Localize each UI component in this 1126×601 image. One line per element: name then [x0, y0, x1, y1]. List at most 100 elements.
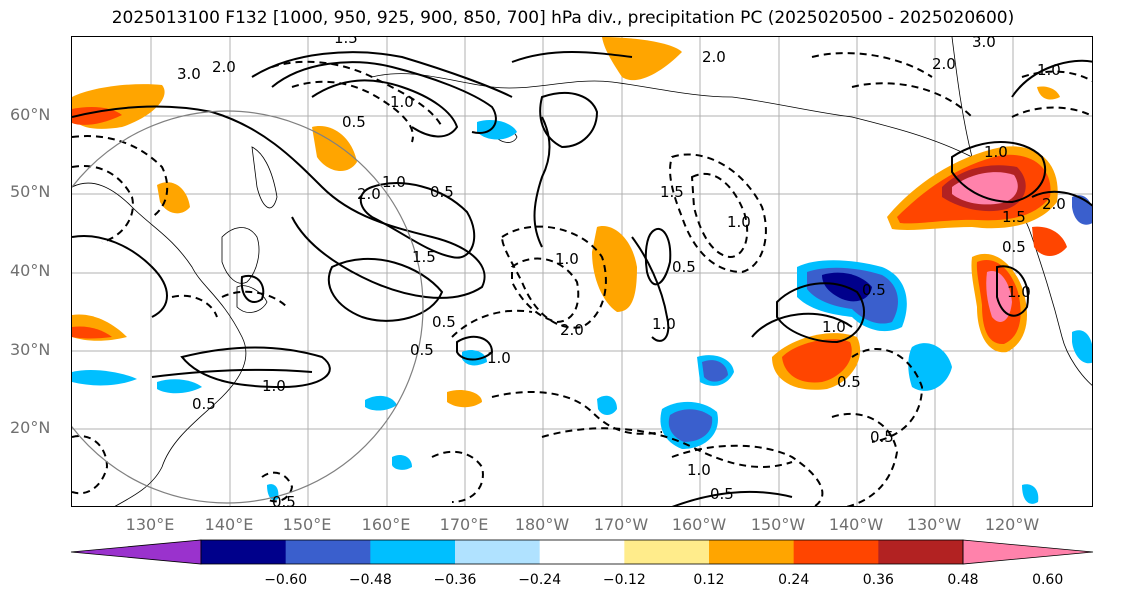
lat-label: 50°N: [10, 182, 51, 201]
precip-patch-negative: [1022, 484, 1039, 504]
lat-label: 20°N: [10, 418, 51, 437]
colorbar-tick-label: −0.60: [264, 572, 308, 588]
contour-label: 1.0: [984, 143, 1008, 161]
lon-label: 140°E: [204, 515, 254, 534]
precip-patch-negative: [597, 395, 617, 415]
colorbar-cell: [793, 540, 879, 564]
contour-label: 2.0: [702, 48, 726, 66]
colorbar-cell: [539, 540, 625, 564]
precip-patch-positive: [986, 271, 1012, 322]
precip-patch-positive: [312, 126, 357, 172]
lat-label: 30°N: [10, 340, 51, 359]
contour-label: 0.5: [432, 313, 456, 331]
lon-label: 130°W: [906, 515, 962, 534]
precip-patch-positive: [72, 107, 122, 125]
precip-patch-negative: [668, 409, 713, 442]
plot-title: 2025013100 F132 [1000, 950, 925, 900, 85…: [111, 8, 1015, 28]
colorbar-tick-label: 0.48: [947, 572, 979, 588]
lat-label: 60°N: [10, 105, 51, 124]
precip-patch-positive: [782, 339, 852, 383]
precip-patch-positive: [1032, 226, 1067, 256]
precip-patch-negative: [157, 379, 202, 394]
lon-label: 170°E: [439, 515, 489, 534]
contour-label: 1.0: [390, 93, 414, 111]
colorbar-tick-label: −0.24: [518, 572, 562, 588]
precip-shading: [72, 37, 1092, 504]
contour-label: 0.5: [837, 373, 861, 391]
map-canvas: 3.0 2.0 1.5 1.0 0.5 1.0 2.0 0.5 1.5 1.0 …: [72, 37, 1092, 506]
divergence-contours-negative: [72, 52, 1092, 506]
contour-label: 0.5: [862, 281, 886, 299]
contour-label: 1.0: [727, 213, 751, 231]
colorbar-cell: [285, 540, 371, 564]
contour-label-group: 3.0 2.0 1.5 1.0 0.5 1.0 2.0 0.5 1.5 1.0 …: [177, 37, 1066, 506]
precip-patch-positive: [602, 37, 682, 81]
lon-label: 160°W: [671, 515, 727, 534]
colorbar-cell: [878, 540, 964, 564]
precip-patch-negative: [72, 369, 137, 386]
contour-label: 2.0: [560, 321, 584, 339]
precip-patch-positive: [1037, 86, 1060, 100]
colorbar-tick-label: −0.36: [433, 572, 477, 588]
contour-label: 1.0: [382, 173, 406, 191]
contour-label: 1.5: [412, 248, 436, 266]
projection-circle: [72, 110, 424, 504]
colorbar: [70, 539, 1094, 565]
contour-label: 0.5: [1002, 238, 1026, 256]
contour-label: 2.0: [1042, 195, 1066, 213]
precip-patch-negative: [462, 350, 487, 366]
precip-patch-negative: [908, 343, 952, 391]
contour-label: 1.0: [555, 250, 579, 268]
contour-label: 0.5: [430, 183, 454, 201]
colorbar-tick-label: 0.12: [693, 572, 725, 588]
precip-patch-positive: [72, 326, 112, 339]
map-panel: 3.0 2.0 1.5 1.0 0.5 1.0 2.0 0.5 1.5 1.0 …: [71, 36, 1093, 507]
colorbar-tick-label: −0.48: [348, 572, 392, 588]
contour-label: 3.0: [177, 65, 201, 83]
lon-label: 180°W: [514, 515, 570, 534]
contour-label: 0.5: [710, 485, 734, 503]
contour-label: 2.0: [212, 58, 236, 76]
contour-label: 1.0: [487, 349, 511, 367]
lat-label: 40°N: [10, 261, 51, 280]
contour-label: 1.0: [1037, 61, 1061, 79]
contour-label: 1.0: [822, 318, 846, 336]
precip-patch-positive: [157, 182, 190, 214]
coastlines: [72, 37, 1092, 506]
contour-label: 2.0: [932, 55, 956, 73]
contour-label: 2.0: [357, 185, 381, 203]
colorbar-tick-label: 0.36: [862, 572, 894, 588]
graticule: [72, 37, 1092, 506]
precip-patch-positive: [952, 172, 1018, 205]
contour-label: 1.0: [1007, 283, 1031, 301]
colorbar-cell: [709, 540, 795, 564]
contour-label: 1.5: [1002, 208, 1026, 226]
lon-label: 150°W: [750, 515, 806, 534]
contour-label: 1.0: [687, 461, 711, 479]
contour-label: 1.0: [262, 377, 286, 395]
precip-patch-positive: [447, 390, 482, 408]
contour-label: 0.5: [672, 258, 696, 276]
contour-label: 1.5: [334, 37, 358, 47]
colorbar-cell: [455, 540, 541, 564]
colorbar-tick-label: 0.24: [778, 572, 810, 588]
colorbar-tick-label: 0.60: [1032, 572, 1064, 588]
precip-patch-negative: [365, 395, 397, 411]
precip-patch-negative: [477, 120, 517, 140]
contour-label: 1.5: [660, 183, 684, 201]
precip-patch-negative: [1072, 330, 1092, 364]
lon-label: 150°E: [282, 515, 332, 534]
contour-label: 0.5: [342, 113, 366, 131]
precip-patch-negative: [392, 455, 412, 470]
precip-patch-negative: [702, 360, 728, 382]
colorbar-cell: [201, 540, 287, 564]
lon-label: 140°W: [828, 515, 884, 534]
lon-label: 120°W: [984, 515, 1040, 534]
colorbar-cell: [624, 540, 710, 564]
contour-label: 0.5: [870, 428, 894, 446]
colorbar-extend-max: [962, 539, 1094, 565]
colorbar-cell: [370, 540, 456, 564]
contour-label: 1.0: [652, 315, 676, 333]
lon-label: 170°W: [593, 515, 649, 534]
precip-patch-negative: [267, 484, 279, 501]
